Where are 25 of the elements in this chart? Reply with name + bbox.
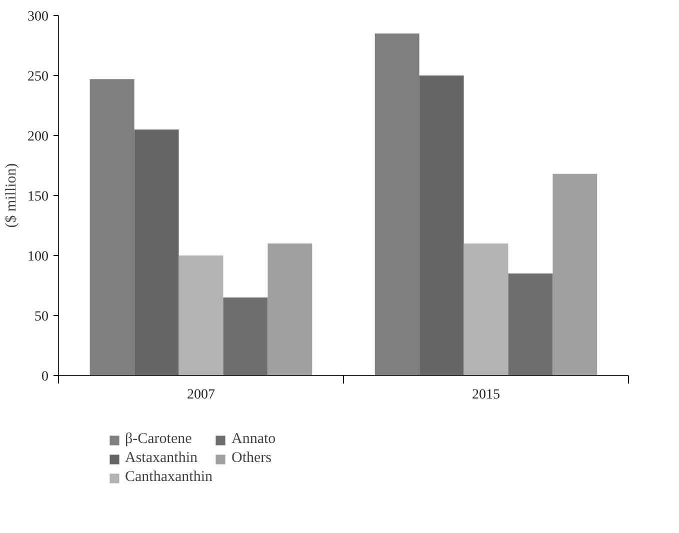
bar: [134, 130, 179, 376]
legend-label: Annato: [231, 431, 276, 448]
legend-label: β-Carotene: [125, 431, 192, 448]
bar: [178, 256, 224, 376]
y-tick-label: 250: [28, 70, 48, 84]
bar: [90, 79, 134, 376]
y-tick-label: 50: [34, 310, 48, 324]
y-tick-label: 150: [28, 190, 48, 204]
bar: [268, 244, 312, 376]
legend-label: Astaxanthin: [125, 450, 198, 467]
bar: [374, 34, 420, 376]
bar: [464, 244, 508, 376]
bar: [552, 174, 598, 376]
legend-label: Canthaxanthin: [125, 469, 212, 486]
y-axis-title: ($ million): [4, 163, 20, 228]
bar: [223, 298, 268, 376]
y-tick-label: 100: [28, 250, 48, 264]
x-tick-label: 2015: [472, 388, 500, 402]
legend-label: Others: [231, 450, 272, 467]
x-tick-label: 2007: [187, 388, 215, 402]
y-tick-label: 300: [28, 10, 48, 24]
y-tick-label: 200: [28, 130, 48, 144]
y-tick-label: 0: [42, 370, 48, 384]
bar: [508, 274, 553, 376]
bar: [419, 76, 464, 376]
